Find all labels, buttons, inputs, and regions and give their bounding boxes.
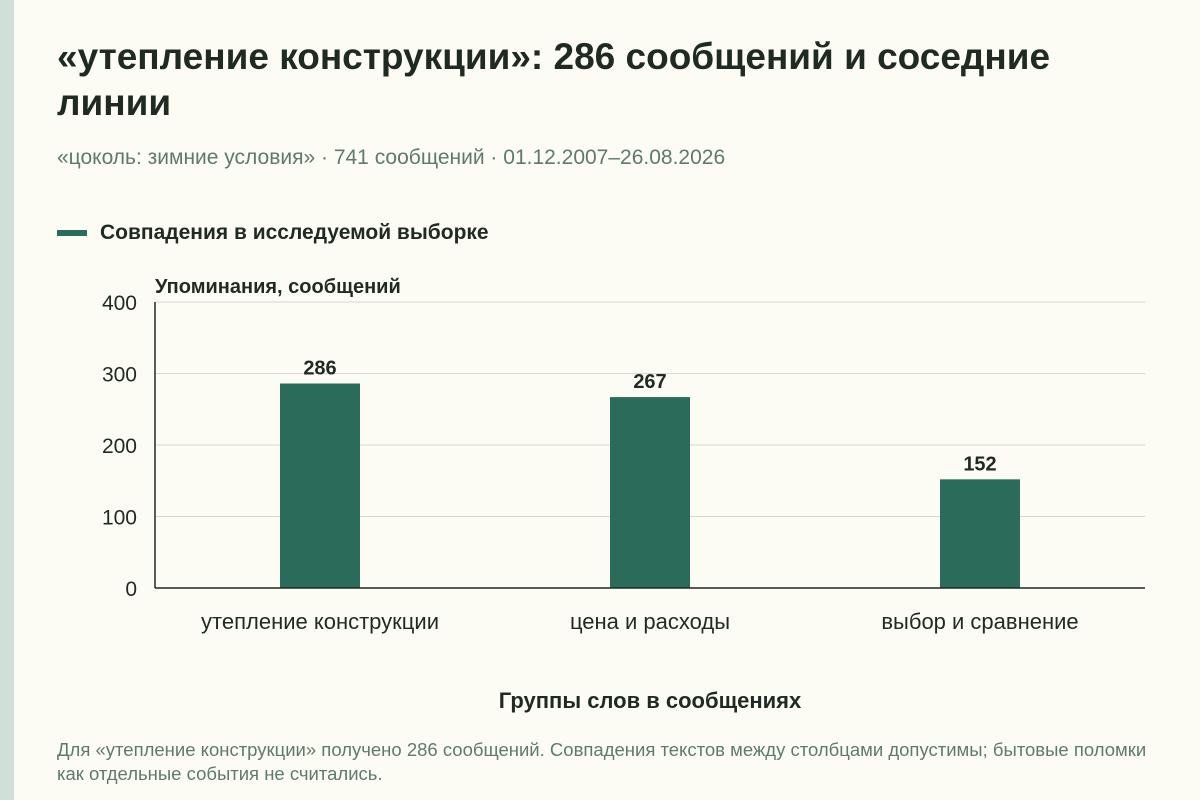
bars xyxy=(280,383,1020,588)
bar xyxy=(610,397,690,588)
legend-swatch xyxy=(57,230,87,236)
y-tick-label: 0 xyxy=(125,578,137,601)
bar-chart: 0 100 200 300 400 286 267 152 утепление констр… xyxy=(102,276,1145,713)
y-tick-label: 400 xyxy=(102,292,137,315)
side-stripe xyxy=(0,0,14,800)
footnote: Для «утепление конструкции» получено 286… xyxy=(57,739,1147,784)
bar-value-label: 267 xyxy=(633,371,666,393)
y-axis-label: Упоминания, сообщений xyxy=(155,276,401,298)
bar xyxy=(940,479,1020,588)
y-tick-label: 200 xyxy=(102,435,137,458)
bar-value-label: 286 xyxy=(303,358,336,380)
chart-title: «утепление конструкции»: 286 сообщений и… xyxy=(57,36,1051,123)
x-tick-label: выбор и сравнение xyxy=(881,609,1078,634)
y-axis-ticks: 0 100 200 300 400 xyxy=(102,292,137,601)
x-tick-label: цена и расходы xyxy=(570,609,730,634)
y-tick-label: 300 xyxy=(102,364,137,387)
y-tick-label: 100 xyxy=(102,507,137,530)
legend: Совпадения в исследуемой выборке xyxy=(57,218,489,248)
chart-subtitle: «цоколь: зимние условия» · 741 сообщений… xyxy=(57,146,726,169)
x-tick-label: утепление конструкции xyxy=(201,609,439,634)
bar-value-label: 152 xyxy=(963,453,996,475)
bar-value-labels: 286 267 152 xyxy=(303,358,996,476)
x-axis-ticks: утепление конструкции цена и расходы выбор… xyxy=(201,609,1079,634)
bar xyxy=(280,383,360,588)
x-axis-label: Группы слов в сообщениях xyxy=(499,688,802,713)
legend-label: Совпадения в исследуемой выборке xyxy=(100,221,489,244)
